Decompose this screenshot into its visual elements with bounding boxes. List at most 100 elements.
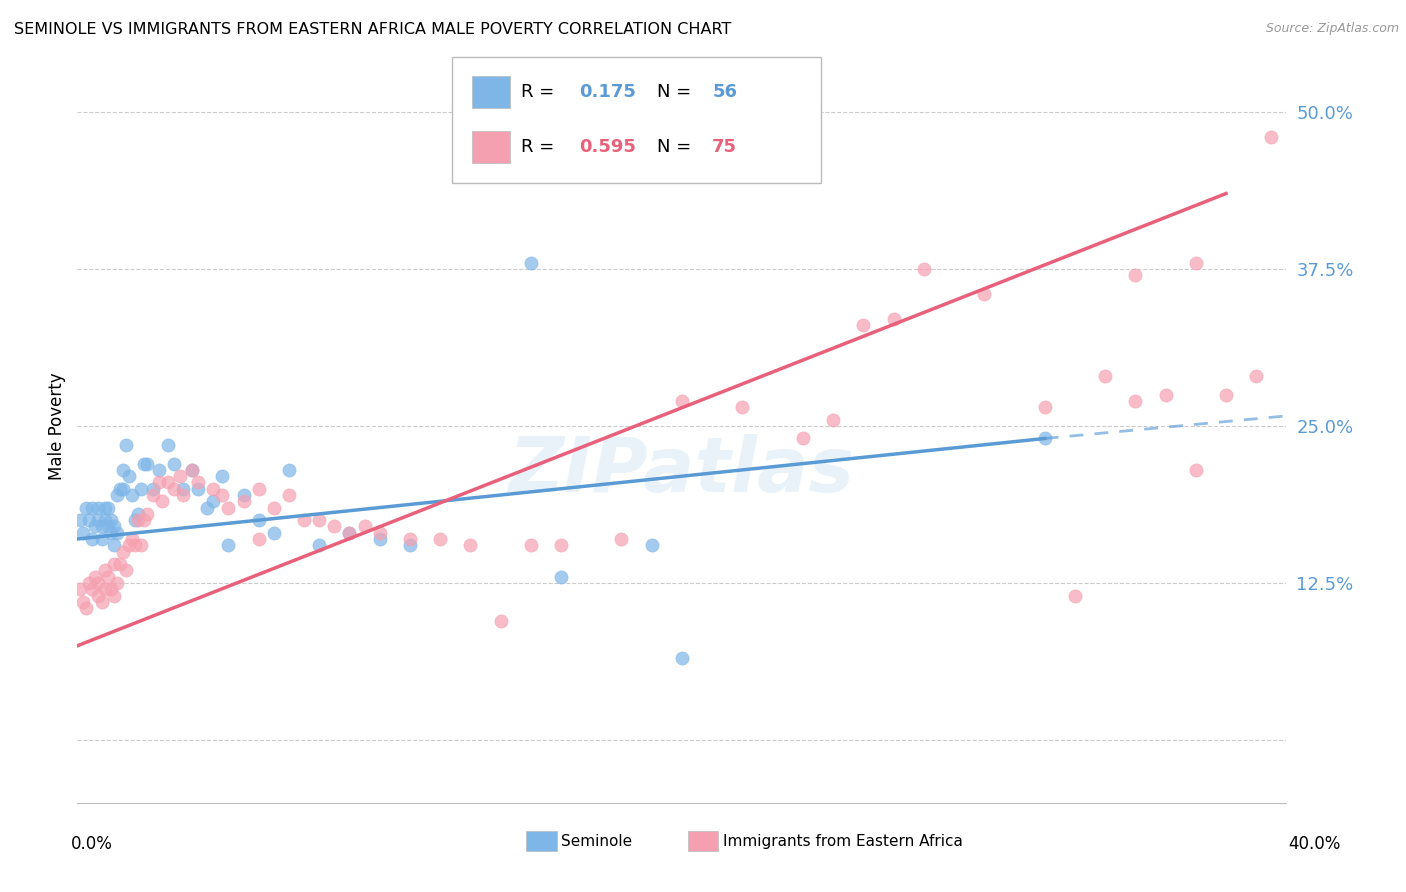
Point [135, 507, 157, 521]
Point [111, 463, 134, 477]
Point [912, 261, 935, 276]
Point [202, 482, 225, 496]
Point [1215, 387, 1237, 401]
Point [84, 519, 107, 533]
Point [1033, 400, 1056, 414]
Point [821, 412, 844, 426]
Point [129, 482, 152, 496]
Point [187, 482, 209, 496]
Point [211, 488, 233, 502]
Point [127, 507, 149, 521]
Point [195, 500, 218, 515]
Point [132, 513, 155, 527]
FancyBboxPatch shape [471, 76, 510, 108]
Y-axis label: Male Poverty: Male Poverty [48, 372, 66, 480]
Text: N =: N = [657, 138, 696, 156]
Text: Source: ZipAtlas.com: Source: ZipAtlas.com [1265, 22, 1399, 36]
Point [111, 482, 134, 496]
Point [1260, 130, 1282, 145]
Point [202, 494, 225, 508]
Point [103, 589, 125, 603]
Point [550, 570, 572, 584]
Point [458, 538, 481, 552]
Point [263, 525, 285, 540]
Point [105, 576, 128, 591]
Point [163, 457, 186, 471]
Point [87, 589, 110, 603]
Point [100, 525, 122, 540]
Point [142, 482, 165, 496]
Point [671, 393, 693, 408]
Point [103, 519, 125, 533]
Point [132, 457, 155, 471]
Point [87, 576, 110, 591]
Point [973, 287, 995, 301]
Point [72, 525, 94, 540]
Point [520, 538, 543, 552]
Point [169, 469, 191, 483]
Point [232, 494, 254, 508]
Point [671, 651, 693, 665]
Point [87, 513, 110, 527]
Text: ZIPatlas: ZIPatlas [509, 434, 855, 508]
Point [124, 513, 146, 527]
Point [103, 557, 125, 571]
Point [105, 525, 128, 540]
Point [114, 563, 136, 577]
Text: R =: R = [522, 83, 560, 101]
Point [142, 488, 165, 502]
Point [96, 519, 118, 533]
Point [520, 255, 543, 269]
Point [1094, 368, 1116, 383]
Point [90, 519, 112, 533]
Point [118, 469, 141, 483]
Point [100, 513, 122, 527]
FancyBboxPatch shape [471, 131, 510, 163]
Point [75, 601, 97, 615]
Point [1184, 463, 1206, 477]
Point [121, 532, 143, 546]
Point [69, 513, 91, 527]
Point [79, 576, 101, 591]
Point [148, 475, 170, 490]
Point [1154, 387, 1177, 401]
Text: R =: R = [522, 138, 560, 156]
Point [337, 525, 360, 540]
Point [103, 538, 125, 552]
Text: SEMINOLE VS IMMIGRANTS FROM EASTERN AFRICA MALE POVERTY CORRELATION CHART: SEMINOLE VS IMMIGRANTS FROM EASTERN AFRI… [14, 22, 731, 37]
Point [69, 582, 91, 597]
Point [163, 482, 186, 496]
Point [118, 538, 141, 552]
Text: N =: N = [657, 83, 696, 101]
Point [72, 595, 94, 609]
Point [610, 532, 633, 546]
Point [1064, 589, 1087, 603]
Point [353, 519, 375, 533]
Point [124, 538, 146, 552]
Point [79, 513, 101, 527]
Point [211, 469, 233, 483]
Point [792, 432, 814, 446]
Point [82, 582, 104, 597]
Point [368, 532, 391, 546]
Point [96, 500, 118, 515]
Point [247, 532, 270, 546]
Text: 75: 75 [713, 138, 737, 156]
Point [82, 500, 104, 515]
Point [90, 595, 112, 609]
Point [323, 519, 346, 533]
Point [84, 570, 107, 584]
Point [93, 513, 115, 527]
Point [93, 563, 115, 577]
Point [731, 400, 754, 414]
Point [114, 438, 136, 452]
Point [157, 475, 180, 490]
Text: 0.175: 0.175 [579, 83, 636, 101]
Point [181, 463, 204, 477]
Point [157, 438, 180, 452]
Point [278, 463, 301, 477]
Point [1246, 368, 1268, 383]
Point [181, 463, 204, 477]
Point [641, 538, 664, 552]
Point [148, 463, 170, 477]
